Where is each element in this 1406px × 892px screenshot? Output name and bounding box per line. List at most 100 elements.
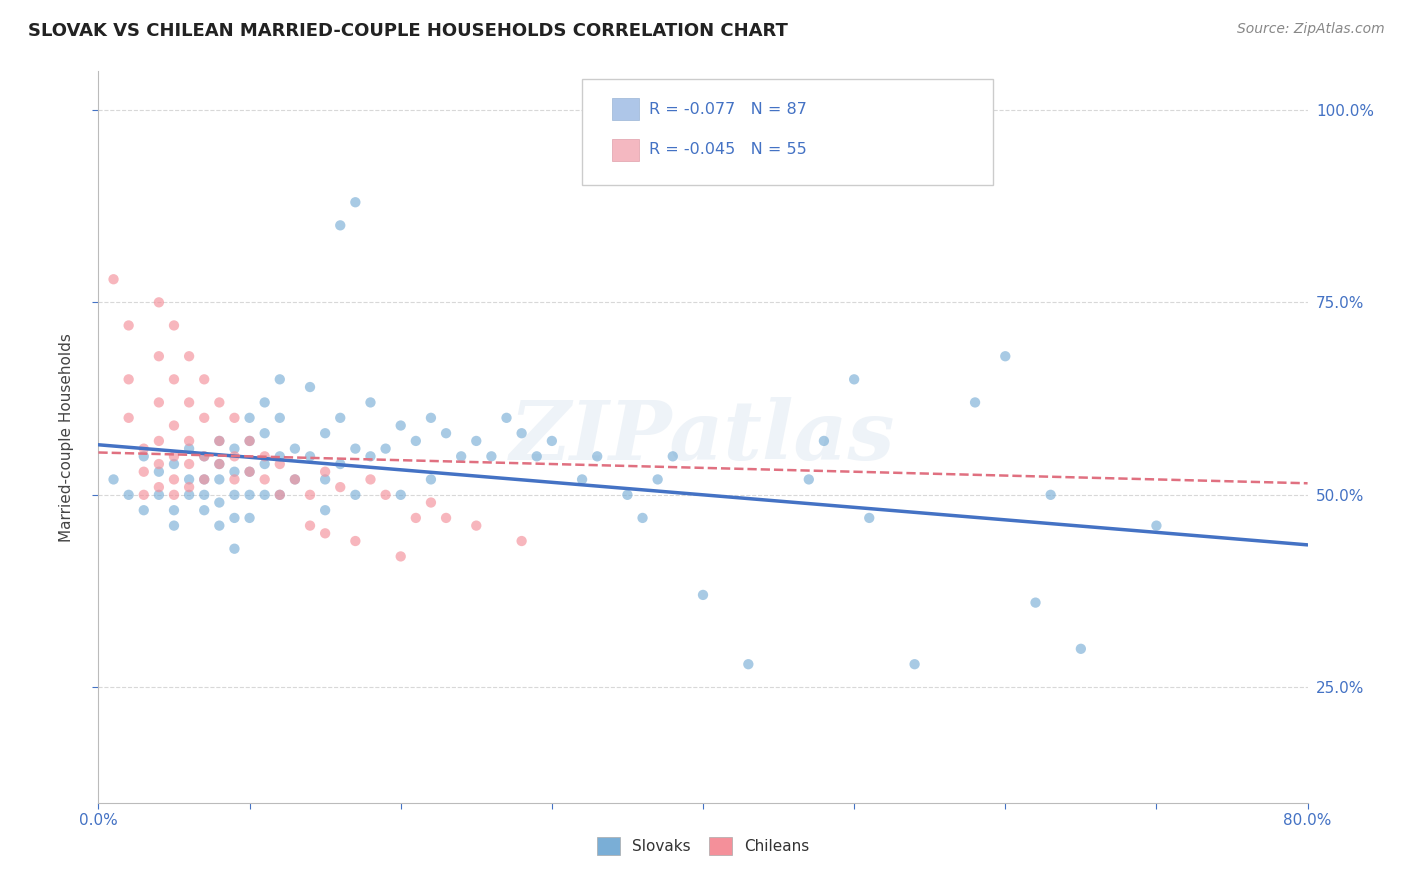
Point xyxy=(314,426,336,441)
Point xyxy=(1144,518,1167,533)
Point xyxy=(269,488,291,502)
Point xyxy=(239,410,262,425)
Point xyxy=(360,450,382,464)
Y-axis label: Married-couple Households: Married-couple Households xyxy=(59,333,75,541)
Point xyxy=(420,410,443,425)
Bar xyxy=(613,138,638,161)
Point xyxy=(344,488,367,502)
Point xyxy=(239,511,262,525)
Point xyxy=(163,318,186,333)
Point xyxy=(1039,488,1062,502)
Point xyxy=(163,518,186,533)
Point xyxy=(692,588,714,602)
Point xyxy=(314,503,336,517)
Point xyxy=(450,450,472,464)
Point xyxy=(813,434,835,448)
Point xyxy=(737,657,759,672)
Point xyxy=(405,434,427,448)
Point xyxy=(132,465,155,479)
Point xyxy=(193,410,215,425)
Point xyxy=(253,457,276,471)
Point xyxy=(148,295,170,310)
Text: ZIPatlas: ZIPatlas xyxy=(510,397,896,477)
Point xyxy=(904,657,927,672)
Point xyxy=(224,488,246,502)
Point xyxy=(163,488,186,502)
Point xyxy=(269,450,291,464)
Point xyxy=(1070,641,1092,656)
Point xyxy=(481,450,503,464)
Point xyxy=(193,472,215,486)
Point xyxy=(360,395,382,409)
Point xyxy=(510,426,533,441)
Point xyxy=(239,465,262,479)
Point xyxy=(132,488,155,502)
Point xyxy=(224,465,246,479)
Point xyxy=(253,488,276,502)
Point xyxy=(193,488,215,502)
Point xyxy=(224,450,246,464)
Point xyxy=(434,511,457,525)
Point xyxy=(163,450,186,464)
Point xyxy=(389,418,412,433)
Point xyxy=(179,442,201,456)
Point xyxy=(163,457,186,471)
Point xyxy=(179,488,201,502)
Point xyxy=(314,472,336,486)
Point xyxy=(389,549,412,564)
Point xyxy=(1024,596,1046,610)
Point xyxy=(526,450,548,464)
Point xyxy=(179,395,201,409)
Point xyxy=(103,272,125,286)
Point xyxy=(224,442,246,456)
Point xyxy=(269,457,291,471)
Point xyxy=(858,511,880,525)
Point xyxy=(344,534,367,549)
Point xyxy=(586,450,609,464)
Point xyxy=(118,488,141,502)
Point xyxy=(434,426,457,441)
Point xyxy=(208,395,231,409)
Point xyxy=(661,450,683,464)
Point xyxy=(208,434,231,448)
Point xyxy=(965,395,987,409)
Point xyxy=(239,488,262,502)
Point xyxy=(179,457,201,471)
Point xyxy=(179,349,201,363)
Point xyxy=(239,465,262,479)
Point xyxy=(284,472,307,486)
Point xyxy=(374,442,396,456)
Point xyxy=(193,372,215,386)
Point xyxy=(647,472,669,486)
Point xyxy=(239,434,262,448)
Point xyxy=(193,450,215,464)
Point xyxy=(118,318,141,333)
Point xyxy=(631,511,654,525)
Point xyxy=(299,518,322,533)
Point xyxy=(132,442,155,456)
Point xyxy=(374,488,396,502)
Text: R = -0.045   N = 55: R = -0.045 N = 55 xyxy=(648,142,806,157)
Point xyxy=(163,472,186,486)
Point xyxy=(103,472,125,486)
Text: R = -0.077   N = 87: R = -0.077 N = 87 xyxy=(648,102,807,117)
Point xyxy=(224,472,246,486)
Point xyxy=(465,518,488,533)
Point xyxy=(329,410,352,425)
Point xyxy=(224,541,246,556)
Point xyxy=(208,495,231,509)
Point xyxy=(193,472,215,486)
Text: Source: ZipAtlas.com: Source: ZipAtlas.com xyxy=(1237,22,1385,37)
Point xyxy=(224,511,246,525)
Point xyxy=(405,511,427,525)
Point xyxy=(253,450,276,464)
Text: SLOVAK VS CHILEAN MARRIED-COUPLE HOUSEHOLDS CORRELATION CHART: SLOVAK VS CHILEAN MARRIED-COUPLE HOUSEHO… xyxy=(28,22,787,40)
Point xyxy=(269,488,291,502)
Point xyxy=(299,380,322,394)
FancyBboxPatch shape xyxy=(582,78,993,185)
Point xyxy=(253,472,276,486)
Point xyxy=(389,488,412,502)
Legend: Slovaks, Chileans: Slovaks, Chileans xyxy=(591,831,815,861)
Point xyxy=(208,457,231,471)
Point xyxy=(540,434,562,448)
